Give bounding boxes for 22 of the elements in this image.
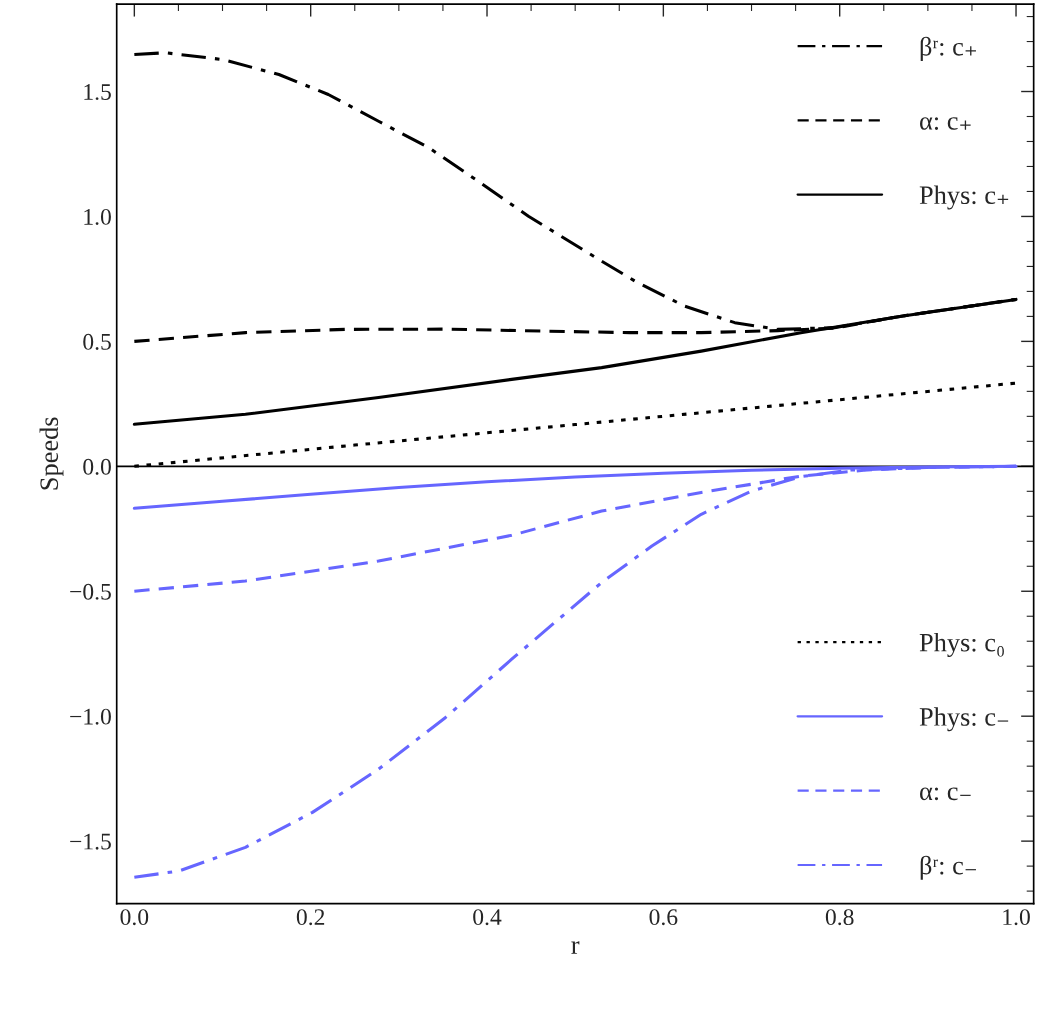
y-tick-label: −1.0 (70, 708, 111, 725)
x-tick-label: 0.2 (296, 909, 325, 926)
x-axis-title: r (571, 941, 580, 954)
legend-label: α: c₊ (920, 117, 971, 130)
x-tick-label: 0.8 (825, 909, 854, 926)
y-tick-label: 0.0 (83, 458, 111, 475)
y-tick-label: −1.5 (70, 833, 111, 850)
x-tick-label: 0.4 (473, 909, 502, 926)
legend-label: Phys: c₀ (919, 632, 1004, 657)
x-tick-label: 1.0 (1003, 909, 1030, 926)
legend-label: Phys: c₋ (919, 707, 1009, 732)
legend-label: Phys: c₊ (919, 185, 1009, 210)
legend-label: βʳ: c₊ (920, 36, 976, 61)
y-tick-label: 0.5 (83, 333, 111, 350)
y-tick-label: 1.0 (84, 208, 111, 225)
y-tick-label: 1.5 (84, 84, 111, 101)
y-axis-title: Speeds (39, 417, 64, 490)
legend-label: α: c₋ (920, 787, 971, 801)
legend-label: βʳ: c₋ (920, 855, 976, 880)
y-tick-label: −0.5 (70, 583, 111, 600)
x-tick-label: 0.6 (649, 909, 678, 926)
x-tick-label: 0.0 (120, 909, 149, 926)
